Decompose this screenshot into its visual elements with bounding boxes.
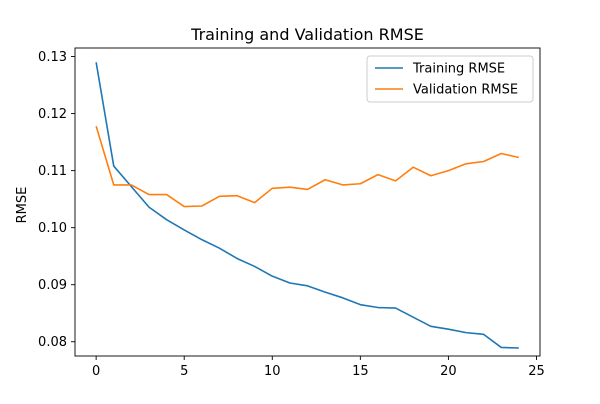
axes-frame	[74, 47, 541, 357]
legend-label-validation-rmse: Validation RMSE	[413, 83, 518, 98]
x-tick-label: 0	[92, 364, 100, 379]
series-line-validation-rmse	[95, 125, 520, 208]
y-tick-label: 0.09	[38, 278, 67, 293]
legend-box	[366, 55, 534, 103]
x-tick-label: 20	[440, 364, 457, 379]
axes: 0 5 10 15 20 25 0.08 0.09 0.10 0.11 0.12 0.13	[38, 47, 545, 379]
y-axis-label: RMSE	[15, 187, 30, 224]
legend-label-training-rmse: Training RMSE	[412, 62, 505, 77]
legend: Training RMSE Validation RMSE	[366, 55, 534, 103]
x-tick-label: 15	[352, 364, 369, 379]
y-tick-label: 0.13	[38, 50, 67, 65]
plot-area	[95, 62, 520, 349]
y-tick-label: 0.08	[38, 335, 67, 350]
series-line-training-rmse	[95, 62, 519, 349]
x-tick-label: 25	[528, 364, 545, 379]
chart-title: Training and Validation RMSE	[190, 25, 424, 44]
x-tick-label: 10	[264, 364, 281, 379]
y-tick-label: 0.11	[38, 164, 67, 179]
y-tick-label: 0.12	[38, 107, 67, 122]
x-tick-label: 5	[180, 364, 188, 379]
y-tick-label: 0.10	[38, 221, 67, 236]
